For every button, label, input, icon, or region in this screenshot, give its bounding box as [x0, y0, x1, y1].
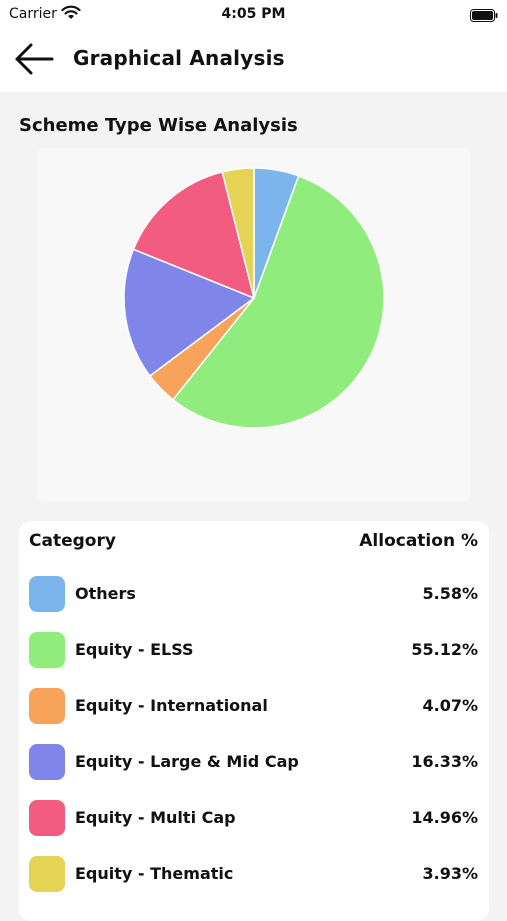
- legend-row: Equity - ELSS 55.12%: [19, 630, 489, 670]
- legend-value: 55.12%: [411, 640, 478, 659]
- legend-row: Equity - Thematic 3.93%: [19, 854, 489, 894]
- back-arrow-icon[interactable]: [14, 42, 54, 76]
- legend-swatch: [29, 744, 65, 780]
- legend-value: 4.07%: [422, 696, 478, 715]
- legend-header: Category Allocation %: [19, 531, 489, 555]
- section-title: Scheme Type Wise Analysis: [19, 115, 298, 136]
- legend-label: Equity - ELSS: [75, 640, 194, 659]
- legend-value: 14.96%: [411, 808, 478, 827]
- legend-value: 16.33%: [411, 752, 478, 771]
- legend-label: Equity - Thematic: [75, 864, 234, 883]
- pie-slice-3[interactable]: [123, 248, 255, 377]
- legend-value: 5.58%: [422, 584, 478, 603]
- legend-label: Equity - Multi Cap: [75, 808, 236, 827]
- pie-slice-5[interactable]: [221, 167, 255, 299]
- pie-slice-1[interactable]: [172, 175, 385, 429]
- pie-slice-4[interactable]: [132, 171, 255, 299]
- legend-label: Others: [75, 584, 136, 603]
- page-title: Graphical Analysis: [73, 46, 285, 70]
- allocation-legend: Category Allocation % Others 5.58% Equit…: [19, 521, 489, 921]
- pie-chart: [123, 167, 385, 429]
- legend-label: Equity - Large & Mid Cap: [75, 752, 299, 771]
- status-bar: Carrier 4:05 PM: [0, 0, 507, 28]
- wifi-icon: [61, 5, 81, 25]
- legend-label: Equity - International: [75, 696, 268, 715]
- legend-swatch: [29, 632, 65, 668]
- battery-icon: [470, 7, 498, 22]
- allocation-column-header: Allocation %: [359, 531, 478, 551]
- carrier-label: Carrier: [9, 6, 57, 22]
- legend-swatch: [29, 800, 65, 836]
- legend-row: Equity - Multi Cap 14.96%: [19, 798, 489, 838]
- legend-row: Others 5.58%: [19, 574, 489, 614]
- category-column-header: Category: [29, 531, 116, 551]
- legend-value: 3.93%: [422, 864, 478, 883]
- app-header: Graphical Analysis: [0, 28, 507, 92]
- legend-swatch: [29, 576, 65, 612]
- legend-row: Equity - International 4.07%: [19, 686, 489, 726]
- clock-time: 4:05 PM: [221, 6, 286, 22]
- legend-swatch: [29, 856, 65, 892]
- legend-swatch: [29, 688, 65, 724]
- legend-row: Equity - Large & Mid Cap 16.33%: [19, 742, 489, 782]
- pie-chart-card: [37, 148, 471, 502]
